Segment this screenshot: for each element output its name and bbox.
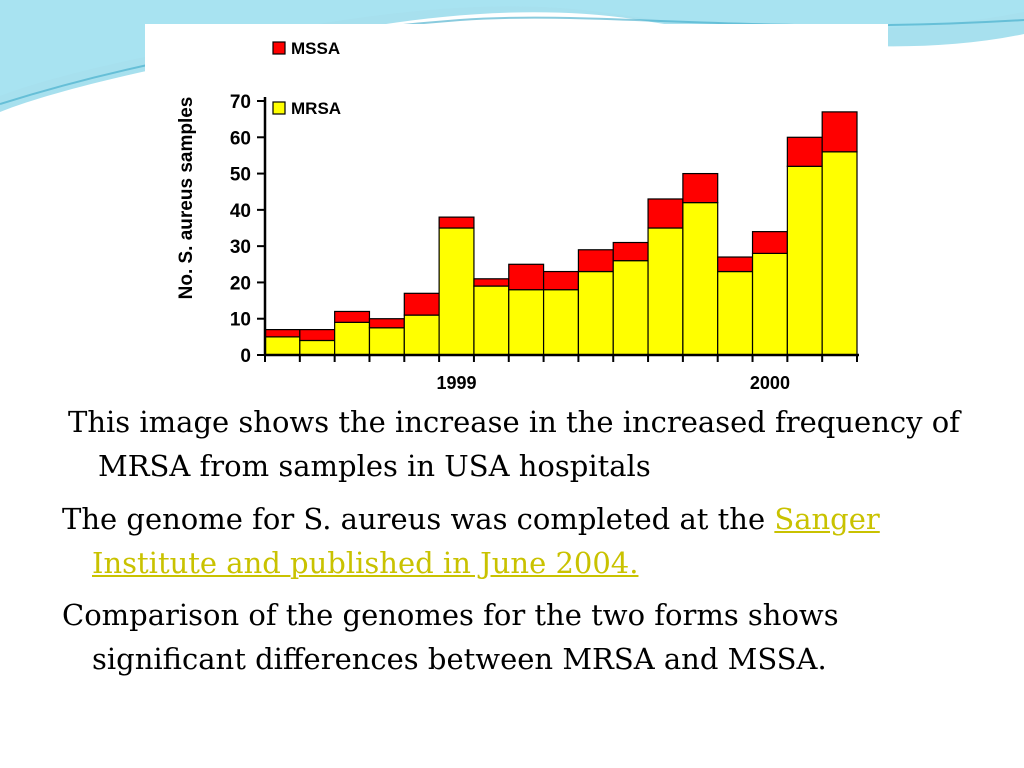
x-tick-label: 2000 <box>750 373 790 393</box>
mssa-bar <box>403 292 440 316</box>
mssa-bar <box>264 329 301 338</box>
genome-text: The genome for S. aureus was completed a… <box>62 502 775 536</box>
mrsa-bar <box>786 165 823 356</box>
caption-text: This image shows the increase in the inc… <box>68 405 960 483</box>
mssa-bar <box>299 329 336 342</box>
y-tick-label: 30 <box>230 237 251 258</box>
mssa-bar <box>682 172 719 204</box>
y-tick-label: 70 <box>230 92 251 113</box>
mrsa-bar <box>577 270 614 356</box>
y-tick-label: 10 <box>230 310 251 331</box>
y-tick-label: 40 <box>230 201 251 222</box>
mssa-bar <box>786 136 823 167</box>
legend-swatch <box>272 101 286 115</box>
mrsa-bar <box>508 289 545 356</box>
mrsa-bar <box>438 227 475 356</box>
mrsa-bar <box>717 270 754 356</box>
y-tick-label: 60 <box>230 128 251 149</box>
mrsa-bar <box>612 260 649 356</box>
mssa-bar <box>612 241 649 262</box>
mssa-bar <box>577 249 614 273</box>
sanger-institute-link[interactable]: Sanger Institute and published in June 2… <box>92 502 880 580</box>
legend-label: MRSA <box>291 99 341 118</box>
mrsa-bar <box>682 202 719 356</box>
y-tick-label: 20 <box>230 273 251 294</box>
mrsa-bar <box>821 151 858 356</box>
mrsa-bar <box>299 339 336 356</box>
y-tick-label: 50 <box>230 165 251 186</box>
mssa-bar <box>473 278 510 287</box>
mssa-bar <box>647 198 684 229</box>
legend-swatch <box>272 41 286 55</box>
x-tick-label: 1999 <box>437 373 477 393</box>
mssa-bar <box>751 231 788 254</box>
mssa-bar <box>542 270 580 291</box>
mssa-bar <box>438 216 475 229</box>
y-axis-label: No. S. aureus samples <box>176 97 197 300</box>
mssa-bar <box>334 310 371 323</box>
mssa-bar <box>508 263 545 291</box>
genome-paragraph: The genome for S. aureus was completed a… <box>62 497 972 585</box>
mrsa-bar <box>264 336 301 356</box>
caption-paragraph: This image shows the increase in the inc… <box>68 400 978 488</box>
stacked-bar-chart: 0 10 20 30 40 50 60 70 1999 2000 No. S. aureus sam… <box>176 39 859 393</box>
y-tick-label: 0 <box>240 346 251 367</box>
legend-label: MSSA <box>291 39 340 58</box>
mrsa-bar <box>542 289 580 356</box>
comparison-text: Comparison of the genomes for the two fo… <box>62 598 839 676</box>
mssa-bar <box>821 111 858 153</box>
chart-panel: 0 10 20 30 40 50 60 70 1999 2000 No. S. aureus sam… <box>145 24 888 400</box>
mrsa-bar <box>647 227 684 356</box>
mrsa-bar <box>473 285 510 356</box>
mrsa-bar <box>334 321 371 356</box>
mssa-bar <box>717 256 754 273</box>
mssa-bar <box>368 318 405 329</box>
mrsa-bar <box>751 252 788 356</box>
mrsa-bar <box>403 314 440 356</box>
comparison-paragraph: Comparison of the genomes for the two fo… <box>62 593 972 681</box>
mrsa-bar <box>368 327 405 356</box>
